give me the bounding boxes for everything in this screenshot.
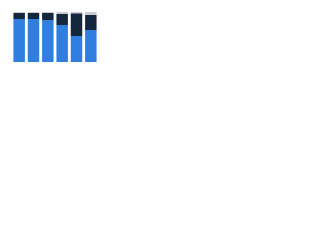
- bar-segment: [56, 12, 68, 14]
- bar-segment: [13, 13, 25, 19]
- bar-segment: [70, 12, 83, 14]
- bar-segment: [56, 25, 68, 62]
- bar-segment: [85, 30, 97, 62]
- bar-segment: [85, 12, 97, 15]
- bar-segment: [70, 36, 83, 62]
- bar-segment: [56, 14, 68, 25]
- bar-segment: [42, 20, 54, 62]
- bar-segment: [27, 13, 40, 19]
- chart: [13, 12, 97, 62]
- bar-segment: [70, 13, 83, 36]
- bar-segment: [42, 13, 54, 20]
- bar-segment: [27, 19, 40, 62]
- bar-segment: [42, 12, 54, 13]
- bar-segment: [13, 12, 25, 13]
- bar-segment: [13, 19, 25, 62]
- bar-segment: [27, 12, 40, 13]
- bar-segment: [85, 15, 97, 30]
